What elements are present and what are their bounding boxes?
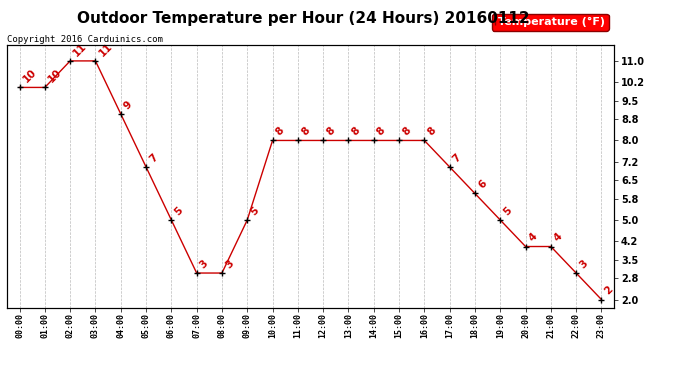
Text: 2: 2 xyxy=(603,285,615,297)
Text: 8: 8 xyxy=(274,126,286,138)
Text: 4: 4 xyxy=(552,231,564,244)
Text: 8: 8 xyxy=(400,126,413,138)
Text: 7: 7 xyxy=(148,152,159,164)
Text: 4: 4 xyxy=(527,231,539,244)
Text: 11: 11 xyxy=(72,41,89,58)
Text: 8: 8 xyxy=(350,126,362,138)
Text: 5: 5 xyxy=(172,205,185,217)
Text: 7: 7 xyxy=(451,152,463,164)
Text: 5: 5 xyxy=(502,205,514,217)
Text: 5: 5 xyxy=(248,205,261,217)
Text: 8: 8 xyxy=(426,126,438,138)
Text: 3: 3 xyxy=(578,258,590,270)
Text: 11: 11 xyxy=(97,41,114,58)
Text: Outdoor Temperature per Hour (24 Hours) 20160112: Outdoor Temperature per Hour (24 Hours) … xyxy=(77,11,530,26)
Text: 10: 10 xyxy=(21,68,38,85)
Legend: Temperature (°F): Temperature (°F) xyxy=(491,14,609,30)
Text: 9: 9 xyxy=(122,99,135,111)
Text: 6: 6 xyxy=(476,178,489,191)
Text: 10: 10 xyxy=(46,68,63,85)
Text: 3: 3 xyxy=(198,258,210,270)
Text: 8: 8 xyxy=(375,126,387,138)
Text: 3: 3 xyxy=(224,258,235,270)
Text: 8: 8 xyxy=(299,126,311,138)
Text: Copyright 2016 Carduinics.com: Copyright 2016 Carduinics.com xyxy=(7,34,163,44)
Text: 8: 8 xyxy=(324,126,337,138)
